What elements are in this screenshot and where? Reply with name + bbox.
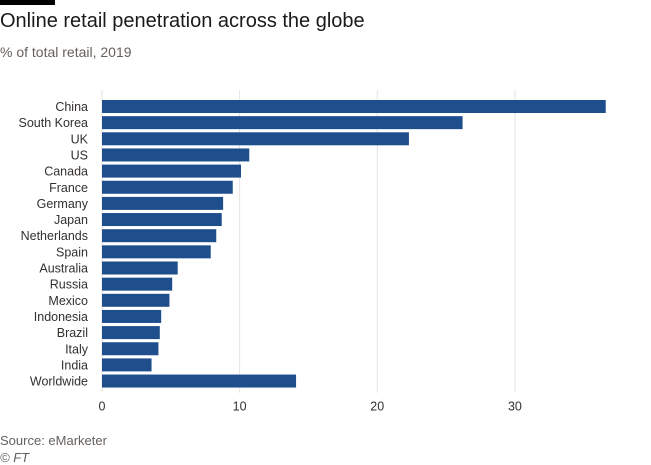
- category-label: France: [49, 181, 88, 195]
- bar: [102, 374, 297, 388]
- credit-note: © FT: [0, 450, 30, 465]
- category-label: Mexico: [48, 294, 88, 308]
- chart-subtitle: % of total retail, 2019: [0, 44, 132, 60]
- category-label: Canada: [44, 165, 88, 179]
- bar: [102, 116, 463, 130]
- bar: [102, 100, 606, 113]
- brand-rule: [0, 0, 55, 5]
- category-label: US: [71, 148, 88, 162]
- bar: [102, 358, 152, 372]
- bar: [102, 293, 170, 307]
- category-label: India: [61, 358, 88, 372]
- bar: [102, 148, 250, 162]
- category-label: Brazil: [57, 326, 88, 340]
- bar: [102, 326, 160, 340]
- bar: [102, 277, 173, 291]
- category-label: Netherlands: [21, 229, 88, 243]
- category-label: Germany: [37, 197, 89, 211]
- x-tick-label: 0: [99, 400, 106, 414]
- chart-title: Online retail penetration across the glo…: [0, 10, 365, 32]
- bar: [102, 164, 242, 178]
- category-label: UK: [71, 132, 89, 146]
- x-tick-label: 10: [233, 400, 247, 414]
- category-label: China: [55, 100, 88, 114]
- bar: [102, 180, 233, 194]
- bar: [102, 261, 178, 275]
- bar: [102, 229, 217, 243]
- category-label: Spain: [56, 245, 88, 259]
- x-tick-label: 30: [508, 400, 522, 414]
- category-label: South Korea: [19, 116, 89, 130]
- category-label: Indonesia: [34, 310, 88, 324]
- bar-chart: 0 10 20 30 China South Korea UK US Canada France G…: [19, 90, 606, 414]
- bar: [102, 245, 211, 259]
- category-label: Italy: [65, 342, 89, 356]
- bar: [102, 213, 222, 227]
- bar: [102, 196, 224, 210]
- category-label: Japan: [54, 213, 88, 227]
- bar: [102, 309, 162, 323]
- source-note: Source: eMarketer: [0, 433, 107, 448]
- bar: [102, 342, 159, 356]
- category-label: Worldwide: [30, 375, 88, 389]
- category-label: Australia: [39, 262, 88, 276]
- bar: [102, 132, 409, 146]
- category-label: Russia: [50, 278, 88, 292]
- x-tick-label: 20: [370, 400, 384, 414]
